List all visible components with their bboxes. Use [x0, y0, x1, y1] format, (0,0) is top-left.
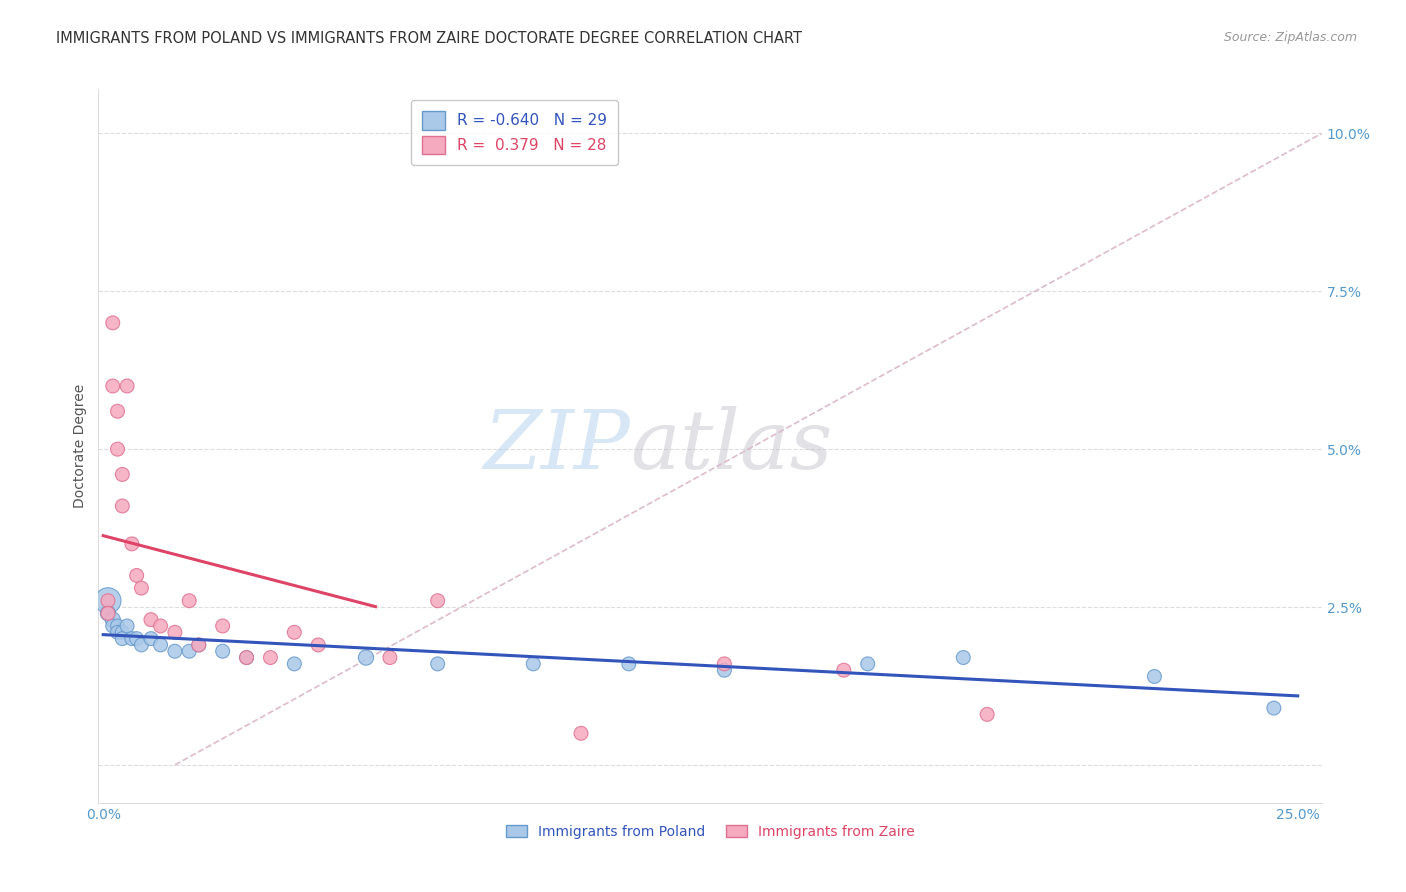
- Point: [107, 625, 129, 640]
- Point: [97, 593, 120, 607]
- Point: [354, 650, 377, 665]
- Point: [283, 625, 305, 640]
- Point: [211, 644, 233, 658]
- Point: [187, 638, 209, 652]
- Point: [617, 657, 640, 671]
- Point: [111, 499, 134, 513]
- Point: [976, 707, 998, 722]
- Point: [378, 650, 401, 665]
- Point: [832, 663, 855, 677]
- Point: [163, 644, 186, 658]
- Point: [187, 638, 209, 652]
- Point: [952, 650, 974, 665]
- Point: [131, 581, 153, 595]
- Point: [121, 632, 143, 646]
- Point: [1143, 669, 1166, 683]
- Point: [101, 619, 124, 633]
- Point: [713, 663, 735, 677]
- Point: [149, 619, 172, 633]
- Legend: Immigrants from Poland, Immigrants from Zaire: Immigrants from Poland, Immigrants from …: [499, 818, 921, 846]
- Point: [125, 568, 148, 582]
- Point: [235, 650, 257, 665]
- Text: IMMIGRANTS FROM POLAND VS IMMIGRANTS FROM ZAIRE DOCTORATE DEGREE CORRELATION CHA: IMMIGRANTS FROM POLAND VS IMMIGRANTS FRO…: [56, 31, 803, 46]
- Point: [97, 607, 120, 621]
- Text: Source: ZipAtlas.com: Source: ZipAtlas.com: [1223, 31, 1357, 45]
- Point: [426, 593, 449, 607]
- Point: [179, 593, 201, 607]
- Point: [211, 619, 233, 633]
- Point: [179, 644, 201, 658]
- Point: [111, 467, 134, 482]
- Point: [111, 625, 134, 640]
- Point: [97, 607, 120, 621]
- Point: [426, 657, 449, 671]
- Point: [101, 613, 124, 627]
- Point: [131, 638, 153, 652]
- Point: [856, 657, 879, 671]
- Point: [139, 613, 162, 627]
- Point: [235, 650, 257, 665]
- Point: [101, 316, 124, 330]
- Point: [149, 638, 172, 652]
- Point: [307, 638, 329, 652]
- Point: [121, 537, 143, 551]
- Point: [522, 657, 544, 671]
- Point: [713, 657, 735, 671]
- Point: [107, 619, 129, 633]
- Point: [107, 404, 129, 418]
- Point: [139, 632, 162, 646]
- Point: [163, 625, 186, 640]
- Point: [107, 442, 129, 457]
- Y-axis label: Doctorate Degree: Doctorate Degree: [73, 384, 87, 508]
- Point: [101, 379, 124, 393]
- Point: [283, 657, 305, 671]
- Point: [569, 726, 592, 740]
- Point: [259, 650, 281, 665]
- Point: [115, 619, 138, 633]
- Text: atlas: atlas: [630, 406, 832, 486]
- Point: [1263, 701, 1285, 715]
- Point: [115, 379, 138, 393]
- Point: [111, 632, 134, 646]
- Point: [125, 632, 148, 646]
- Text: ZIP: ZIP: [484, 406, 630, 486]
- Point: [97, 593, 120, 607]
